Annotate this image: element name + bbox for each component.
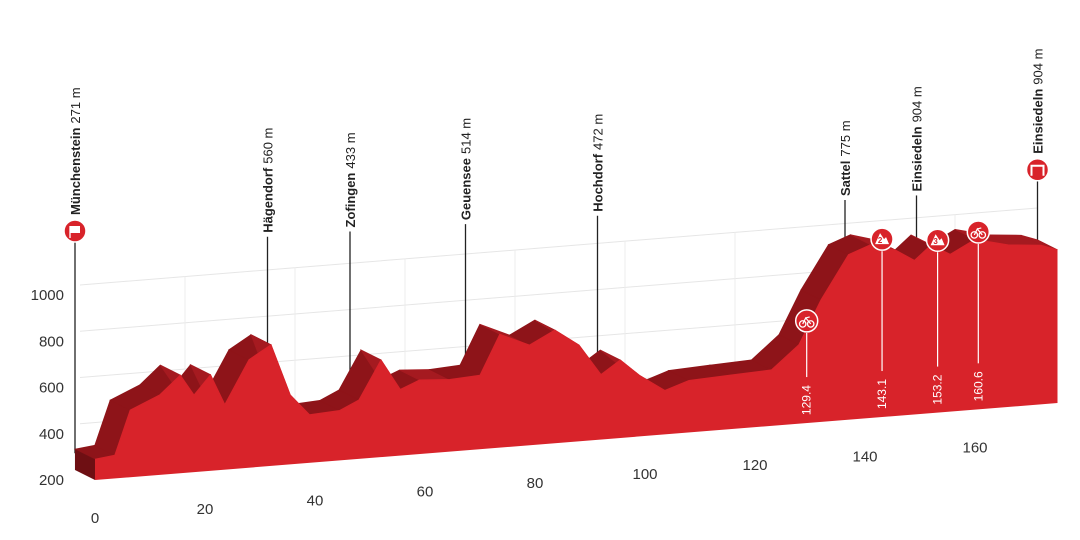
x-tick-label: 20 [197,501,214,518]
climb-category: 3 [933,237,938,246]
x-tick-label: 60 [417,484,434,501]
place-elevation: 904 m [1031,49,1046,85]
climb-mountain [930,234,945,246]
place-name: Geuensee [459,158,474,220]
x-tick-label: 80 [527,475,544,492]
marker-km: 160.6 [971,371,985,401]
place-label: Einsiedeln 904 m [1031,49,1046,154]
y-tick-label: 200 [39,472,64,489]
profile-line [94,238,1058,460]
x-tick-label: 140 [852,448,877,465]
climb-mountain [875,233,890,245]
y-tick-label: 400 [39,426,64,443]
place-label: Einsiedeln 904 m [910,86,925,191]
marker-km: 153.2 [931,374,945,404]
place-name: Hochdorf [591,153,606,211]
x-tick-label: 120 [742,457,767,474]
sprint-frame [973,227,983,236]
profile-end [75,449,95,480]
sprint-wheel [970,231,979,239]
finish-arch [1030,164,1045,176]
y-tick-label: 600 [39,380,64,397]
profile-face [95,239,1058,480]
start-flag [70,226,80,233]
finish-icon [1025,158,1050,182]
place-elevation: 775 m [838,120,853,156]
place-name: Münchenstein [68,128,83,215]
place-name: Einsiedeln [1031,89,1046,154]
sprint-wheel [798,320,807,328]
sprint-wheel [978,231,987,239]
place-elevation: 904 m [910,86,925,122]
place-label: Münchenstein 271 m [68,87,83,215]
sprint-wheel [806,320,815,328]
y-tick-label: 1000 [31,287,64,304]
x-tick-label: 0 [91,510,99,527]
place-label: Zofingen 433 m [343,132,358,227]
place-name: Einsiedeln [910,126,925,191]
grid-line [79,207,1038,286]
place-elevation: 560 m [261,128,276,164]
place-label: Geuensee 514 m [459,118,474,220]
place-label: Sattel 775 m [838,120,853,196]
place-elevation: 271 m [68,87,83,123]
place-name: Sattel [838,161,853,196]
place-elevation: 433 m [343,132,358,168]
climb-category: 2 [878,236,883,245]
x-tick-label: 40 [307,492,324,509]
place-label: Hochdorf 472 m [591,114,606,212]
x-tick-label: 100 [632,466,657,483]
y-tick-label: 800 [39,333,64,350]
place-label: Hägendorf 560 m [261,128,276,233]
place-elevation: 472 m [591,114,606,150]
marker-icon [966,220,991,244]
x-tick-label: 160 [962,440,987,457]
marker-icon [794,309,819,333]
place-name: Zofingen [343,173,358,228]
place-elevation: 514 m [459,118,474,154]
marker-km: 143.1 [875,379,889,409]
sprint-frame [802,316,812,325]
place-name: Hägendorf [261,167,276,233]
marker-km: 129.4 [800,385,814,415]
